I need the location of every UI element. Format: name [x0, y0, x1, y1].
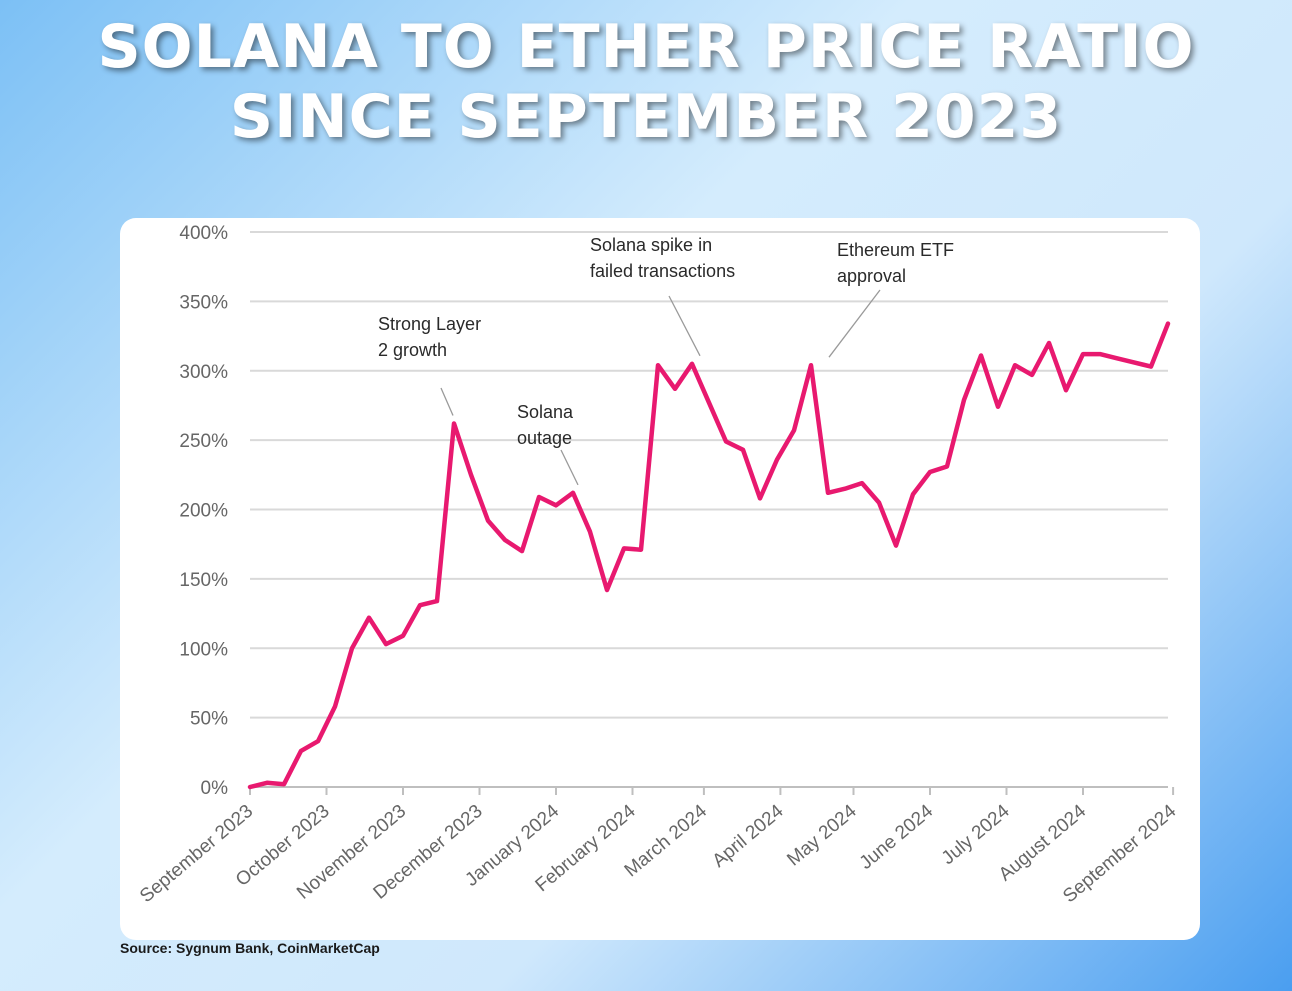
x-tick-label: April 2024	[709, 800, 788, 871]
annotations: Strong Layer 2 growth Solana outage Solana s…	[378, 235, 954, 486]
series-line	[247, 321, 1171, 790]
x-tick-label: June 2024	[856, 800, 938, 873]
y-tick-label: 400%	[179, 223, 228, 244]
annotation-text: Solana	[517, 402, 574, 422]
annotation-leader-line	[828, 289, 881, 358]
line-chart: 0% 50% 100% 150% 200% 250% 300% 350% 400% Septem…	[136, 223, 1181, 907]
y-tick-label: 0%	[201, 778, 229, 799]
annotation-text: Ethereum ETF	[837, 240, 954, 260]
x-tick-label: July 2024	[938, 800, 1014, 869]
annotation: Solana outage	[517, 402, 579, 486]
annotation-text: outage	[517, 428, 572, 448]
y-tick-label: 100%	[179, 639, 228, 660]
annotation-text: failed transactions	[590, 261, 735, 281]
annotation-text: Strong Layer	[378, 314, 481, 334]
title-line-2: SINCE SEPTEMBER 2023	[229, 82, 1063, 152]
gridlines	[250, 231, 1168, 719]
annotation-leader-line	[668, 295, 701, 357]
annotation: Strong Layer 2 growth	[378, 314, 481, 416]
x-tick-label: May 2024	[783, 800, 861, 870]
y-tick-label: 50%	[190, 709, 228, 730]
annotation: Solana spike in failed transactions	[590, 235, 735, 357]
chart-title: SOLANA TO ETHER PRICE RATIO SINCE SEPTEM…	[0, 12, 1292, 152]
annotation-leader-line	[440, 387, 454, 416]
chart-card: 0% 50% 100% 150% 200% 250% 300% 350% 400% Septem…	[120, 218, 1200, 940]
annotation-text: 2 growth	[378, 340, 447, 360]
annotation-text: Solana spike in	[590, 235, 712, 255]
source-note: Source: Sygnum Bank, CoinMarketCap	[120, 940, 380, 956]
series-group	[247, 321, 1171, 790]
y-axis-ticks: 0% 50% 100% 150% 200% 250% 300% 350% 400%	[179, 223, 228, 799]
annotation-text: approval	[837, 266, 906, 286]
x-tick-label: September 2023	[136, 801, 257, 907]
y-tick-label: 150%	[179, 570, 228, 591]
y-tick-label: 200%	[179, 501, 228, 522]
title-line-1: SOLANA TO ETHER PRICE RATIO	[97, 12, 1195, 82]
annotation-leader-line	[560, 449, 579, 486]
annotation: Ethereum ETF approval	[828, 240, 954, 358]
y-tick-label: 250%	[179, 431, 228, 452]
y-tick-label: 300%	[179, 362, 228, 383]
y-tick-label: 350%	[179, 292, 228, 313]
